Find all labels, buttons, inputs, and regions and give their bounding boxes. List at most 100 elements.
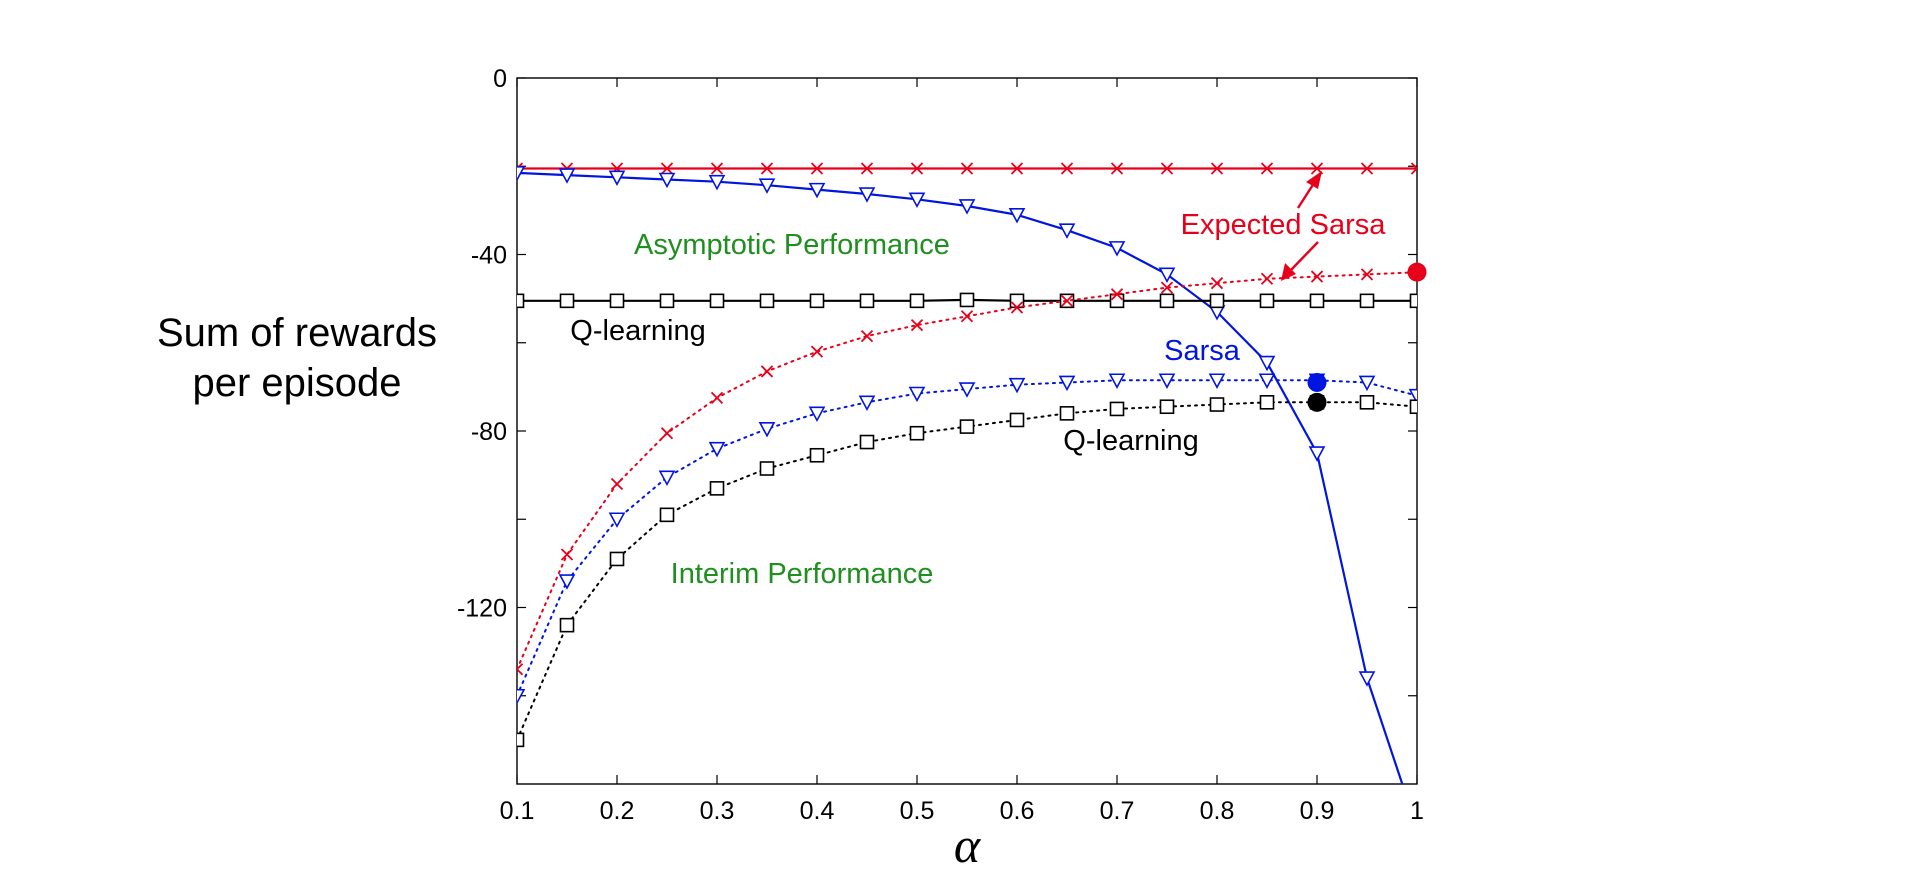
expected-sarsa-point <box>960 162 974 175</box>
q-learning-point <box>1409 399 1417 415</box>
expected-sarsa-point <box>1210 162 1224 175</box>
q-learning-highlight-dot <box>1307 392 1327 412</box>
x-tick-labels: 0.1 0.2 0.3 0.4 0.5 0.6 0.7 0.8 0.9 1 <box>500 797 1424 825</box>
expected-sarsa-point <box>810 345 824 358</box>
expected-sarsa-point <box>1310 270 1324 283</box>
q-learning-point <box>709 481 725 496</box>
q-learning-point <box>909 293 925 309</box>
expected-sarsa-point <box>610 477 624 491</box>
expected-sarsa-point <box>1160 281 1174 294</box>
sarsa-point <box>608 170 626 186</box>
q-learning-point <box>1309 293 1325 309</box>
sarsa-point <box>1358 375 1376 392</box>
sarsa-point <box>1258 373 1276 389</box>
q-learning-point <box>759 461 775 476</box>
expected-sarsa-point <box>1110 288 1124 301</box>
y-tick-labels: 0 -40 -80 -120 <box>457 65 507 623</box>
expected-sarsa-point <box>660 162 674 175</box>
sarsa-highlight-dot <box>1307 372 1327 392</box>
sarsa-label: Sarsa <box>1164 335 1241 367</box>
q-learning-interim-series <box>517 395 1417 748</box>
q-learning-point <box>709 293 725 309</box>
q-learning-point <box>959 419 975 434</box>
series-layer <box>517 162 1417 784</box>
expected-sarsa-label: Expected Sarsa <box>1181 209 1387 241</box>
expected-sarsa-asymptotic-series <box>517 162 1417 175</box>
expected-sarsa-point <box>1260 272 1274 285</box>
expected-sarsa-point <box>1060 162 1074 175</box>
sarsa-point <box>858 187 876 203</box>
q-learning-point <box>1159 293 1175 309</box>
q-learning-asymptotic-series <box>517 292 1417 309</box>
q-learning-point <box>609 551 625 567</box>
q-learning-point <box>1359 395 1375 410</box>
expected-sarsa-point <box>960 310 974 323</box>
sarsa-point <box>1058 223 1076 239</box>
sarsa-point <box>658 470 676 487</box>
q-learning-point <box>1109 401 1125 417</box>
q-learning-point <box>1209 293 1225 309</box>
sarsa-point <box>758 178 776 194</box>
expected-sarsa-point <box>1110 162 1124 175</box>
q-learning-point <box>1009 293 1025 309</box>
expected-sarsa-arrow-up <box>1296 171 1322 209</box>
q-learning-asymptotic-label: Q-learning <box>570 315 705 347</box>
y-axis-label-line-1: Sum of rewards <box>157 311 437 355</box>
sarsa-asymptotic-series <box>517 166 1404 784</box>
expected-sarsa-point <box>517 663 524 676</box>
x-tick-label: 0.4 <box>800 797 835 825</box>
x-tick-label: 0.8 <box>1200 797 1235 825</box>
sarsa-asymptotic-line <box>517 171 1404 784</box>
q-learning-point <box>1359 293 1375 309</box>
expected-sarsa-point <box>1060 294 1074 307</box>
sarsa-point <box>908 386 926 403</box>
sarsa-point <box>858 395 876 412</box>
q-learning-point <box>859 434 875 450</box>
q-learning-point <box>1059 406 1075 421</box>
sarsa-point <box>958 382 976 398</box>
sarsa-point <box>558 168 576 184</box>
x-tick-label: 0.5 <box>900 797 935 825</box>
q-learning-point <box>1159 399 1175 415</box>
y-tick-label: -40 <box>471 242 507 270</box>
expected-sarsa-point <box>660 427 674 440</box>
sarsa-point <box>808 406 826 423</box>
sarsa-point <box>1308 446 1326 462</box>
x-tick-label: 0.2 <box>600 797 635 825</box>
expected-sarsa-point <box>1360 162 1374 175</box>
q-learning-point <box>959 292 975 308</box>
sarsa-point <box>808 182 826 199</box>
expected-sarsa-point <box>710 391 724 405</box>
expected-sarsa-point <box>760 365 774 378</box>
expected-sarsa-point <box>1160 162 1174 175</box>
sarsa-point <box>758 421 776 438</box>
sarsa-point <box>958 199 976 215</box>
x-axis-label: α <box>954 817 982 873</box>
expected-sarsa-highlight-dot <box>1407 262 1427 282</box>
q-learning-point <box>559 293 575 309</box>
q-learning-point <box>759 293 775 309</box>
expected-sarsa-point <box>810 162 824 175</box>
sarsa-point <box>1158 267 1176 284</box>
q-learning-point <box>1109 293 1125 309</box>
expected-sarsa-point <box>910 318 924 332</box>
q-learning-point <box>1409 293 1417 309</box>
expected-sarsa-point <box>1010 301 1024 314</box>
sarsa-point <box>708 174 726 191</box>
sarsa-point <box>1008 207 1026 224</box>
q-learning-interim-label: Q-learning <box>1063 425 1198 457</box>
highlight-points <box>1307 262 1427 412</box>
q-learning-point <box>909 425 925 441</box>
x-tick-label: 0.7 <box>1100 797 1135 825</box>
sarsa-point <box>1108 241 1126 257</box>
interim-performance-label: Interim Performance <box>671 558 934 590</box>
y-tick-label: -80 <box>471 418 507 446</box>
sarsa-interim-series <box>517 373 1417 705</box>
expected-sarsa-point <box>760 162 774 175</box>
q-learning-point <box>517 293 525 309</box>
sarsa-point <box>1108 373 1126 389</box>
sarsa-point <box>908 192 926 209</box>
q-learning-point <box>859 293 875 309</box>
q-learning-point <box>809 447 825 463</box>
